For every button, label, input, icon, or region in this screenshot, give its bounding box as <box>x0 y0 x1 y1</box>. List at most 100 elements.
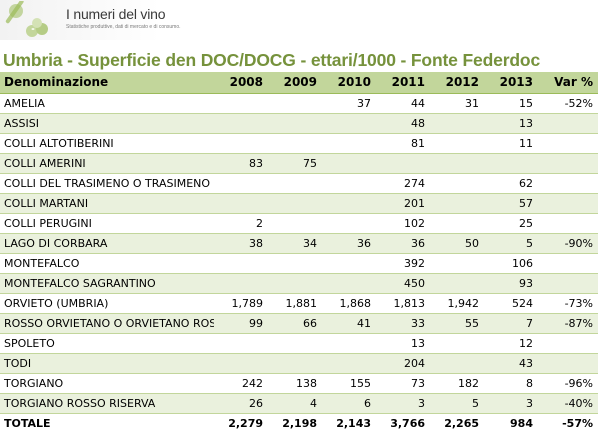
var-percent-cell: -90% <box>538 233 598 254</box>
value-2012-cell <box>430 133 484 154</box>
value-2009-cell: 66 <box>268 313 322 334</box>
table-body: AMELIA 37 44 31 15 -52% ASSISI 48 13 COLLI ALTOTI… <box>0 93 598 433</box>
value-2011-cell: 204 <box>376 353 430 374</box>
value-2011-cell: 450 <box>376 273 430 294</box>
table-row: TODI 204 43 <box>0 353 598 374</box>
table-row: TORGIANO ROSSO RISERVA 26 4 6 3 5 3 -40% <box>0 393 598 414</box>
value-2013-cell: 43 <box>484 353 538 374</box>
var-percent-cell <box>538 113 598 134</box>
value-2013-cell: 62 <box>484 173 538 194</box>
table-row: MONTEFALCO SAGRANTINO 450 93 <box>0 273 598 294</box>
var-percent-cell <box>538 173 598 194</box>
value-2011-cell: 3 <box>376 393 430 414</box>
value-2008-cell: 1,789 <box>214 293 268 314</box>
logo-banner: I numeri del vino Statistiche produttive… <box>0 0 181 40</box>
header-2013: 2013 <box>484 72 538 94</box>
value-2009-cell: 34 <box>268 233 322 254</box>
denomination-cell: ROSSO ORVIETANO O ORVIETANO ROSSO <box>0 313 214 334</box>
value-2011-cell: 81 <box>376 133 430 154</box>
total-row: TOTALE 2,279 2,198 2,143 3,766 2,265 984 -57% <box>0 412 598 433</box>
logo-tagline: Statistiche produttive, dati di mercato … <box>66 24 181 30</box>
value-2012-cell <box>430 253 484 274</box>
value-2013-cell: 7 <box>484 313 538 334</box>
var-percent-cell <box>538 153 598 174</box>
var-percent-cell <box>538 193 598 214</box>
value-2010-cell: 41 <box>322 313 376 334</box>
value-2009-cell <box>268 273 322 294</box>
value-2012-cell <box>430 193 484 214</box>
value-2013-cell <box>484 153 538 174</box>
var-percent-cell <box>538 273 598 294</box>
value-2010-cell <box>322 273 376 294</box>
page-title: Umbria - Superficie den DOC/DOCG - ettar… <box>3 50 541 70</box>
header-2010: 2010 <box>322 72 376 94</box>
value-2013-cell: 8 <box>484 373 538 394</box>
wine-percent-logo-icon <box>5 1 48 37</box>
value-2009-cell <box>268 213 322 234</box>
var-percent-cell: -96% <box>538 373 598 394</box>
table-row: ORVIETO (UMBRIA) 1,789 1,881 1,868 1,813 1,94… <box>0 293 598 314</box>
denomination-cell: COLLI AMERINI <box>0 153 214 174</box>
var-percent-cell <box>538 353 598 374</box>
value-2009-cell: 1,881 <box>268 293 322 314</box>
table-row: COLLI MARTANI 201 57 <box>0 193 598 214</box>
value-2013-cell: 57 <box>484 193 538 214</box>
value-2011-cell: 102 <box>376 213 430 234</box>
value-2011-cell <box>376 153 430 174</box>
denomination-cell: COLLI DEL TRASIMENO O TRASIMENO <box>0 173 214 194</box>
value-2011-cell: 48 <box>376 113 430 134</box>
value-2011-cell: 392 <box>376 253 430 274</box>
value-2008-cell: 242 <box>214 373 268 394</box>
value-2008-cell <box>214 353 268 374</box>
table-row: SPOLETO 13 12 <box>0 333 598 354</box>
value-2009-cell <box>268 93 322 114</box>
value-2012-cell <box>430 273 484 294</box>
header-2012: 2012 <box>430 72 484 94</box>
value-2012-cell: 50 <box>430 233 484 254</box>
denomination-cell: LAGO DI CORBARA <box>0 233 214 254</box>
value-2012-cell <box>430 213 484 234</box>
value-2008-cell: 83 <box>214 153 268 174</box>
data-table: Denominazione 2008 2009 2010 2011 2012 2013 Var… <box>0 72 598 433</box>
value-2011-cell: 201 <box>376 193 430 214</box>
value-2009-cell <box>268 333 322 354</box>
value-2013-cell: 12 <box>484 333 538 354</box>
denomination-cell: COLLI ALTOTIBERINI <box>0 133 214 154</box>
value-2011-cell: 33 <box>376 313 430 334</box>
header-2011: 2011 <box>376 72 430 94</box>
value-2009-cell <box>268 253 322 274</box>
value-2010-cell <box>322 133 376 154</box>
denomination-cell: AMELIA <box>0 93 214 114</box>
value-2009-cell: 4 <box>268 393 322 414</box>
value-2012-cell: 182 <box>430 373 484 394</box>
value-2010-cell <box>322 353 376 374</box>
value-2010-cell <box>322 253 376 274</box>
value-2013-cell: 93 <box>484 273 538 294</box>
logo-name: I numeri del vino <box>66 6 166 22</box>
table-row: MONTEFALCO 392 106 <box>0 253 598 274</box>
header-2009: 2009 <box>268 72 322 94</box>
denomination-cell: TORGIANO ROSSO RISERVA <box>0 393 214 414</box>
table-row: TORGIANO 242 138 155 73 182 8 -96% <box>0 373 598 394</box>
table-row: ROSSO ORVIETANO O ORVIETANO ROSSO 99 66 41 3… <box>0 313 598 334</box>
var-percent-cell: -40% <box>538 393 598 414</box>
value-2010-cell <box>322 113 376 134</box>
value-2008-cell <box>214 113 268 134</box>
value-2010-cell <box>322 153 376 174</box>
value-2013-cell: 15 <box>484 93 538 114</box>
value-2009-cell <box>268 193 322 214</box>
value-2010-cell: 37 <box>322 93 376 114</box>
denomination-cell: SPOLETO <box>0 333 214 354</box>
value-2011-cell: 73 <box>376 373 430 394</box>
var-percent-cell: -52% <box>538 93 598 114</box>
value-2008-cell: 38 <box>214 233 268 254</box>
value-2011-cell: 13 <box>376 333 430 354</box>
value-2010-cell: 6 <box>322 393 376 414</box>
value-2012-cell: 31 <box>430 93 484 114</box>
total-value-2011-cell: 3,766 <box>376 412 430 433</box>
total-value-2008-cell: 2,279 <box>214 412 268 433</box>
table-row: COLLI ALTOTIBERINI 81 11 <box>0 133 598 154</box>
denomination-cell: MONTEFALCO SAGRANTINO <box>0 273 214 294</box>
value-2009-cell: 138 <box>268 373 322 394</box>
total-var-percent-cell: -57% <box>538 412 598 433</box>
